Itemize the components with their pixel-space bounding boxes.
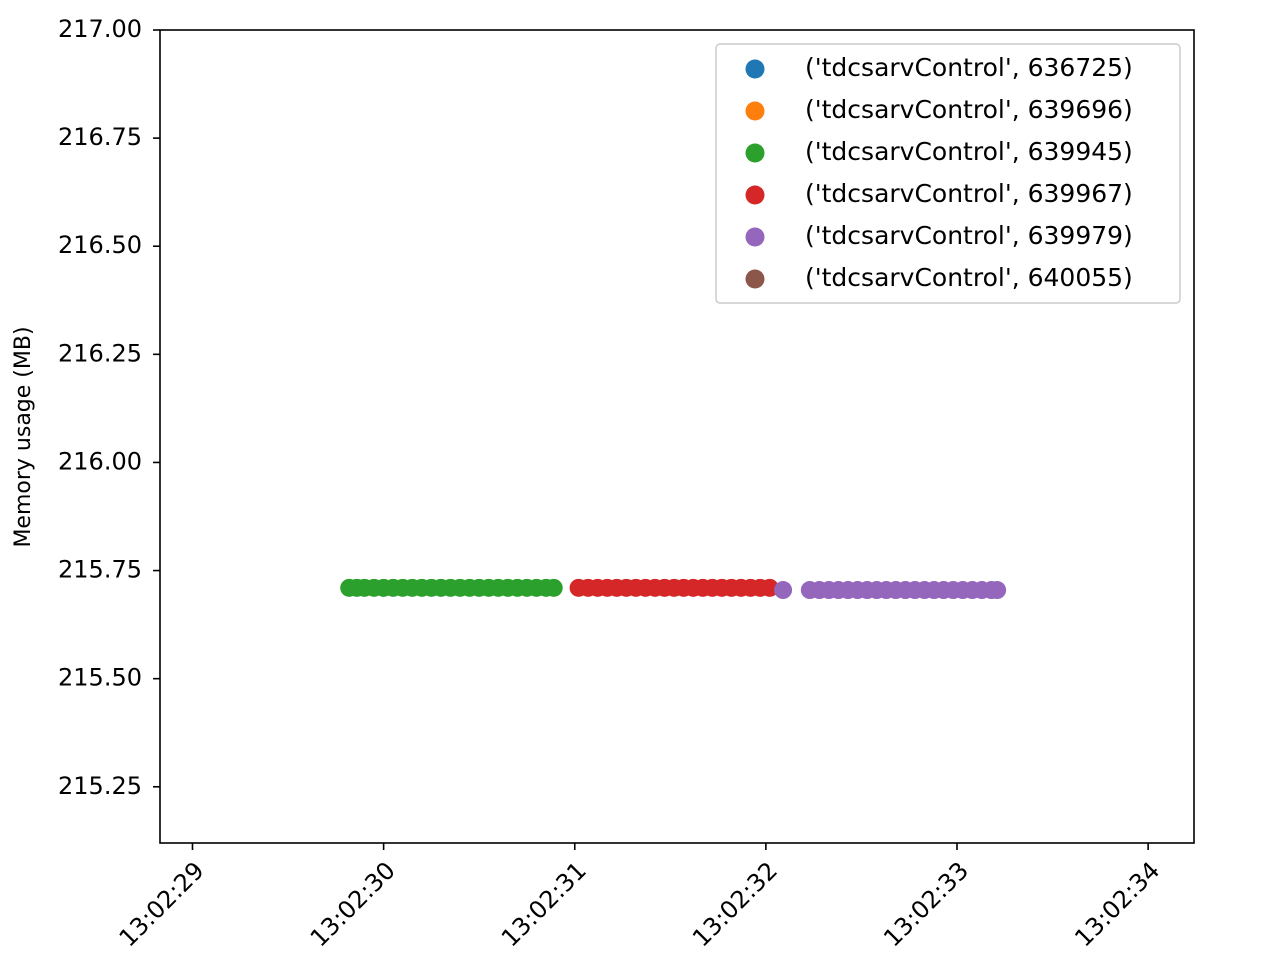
y-tick-label: 215.75: [58, 556, 142, 584]
x-axis: 13:02:29 13:02:30 13:02:31 13:02:32 13:02:33…: [114, 843, 1165, 952]
legend-entry-label: ('tdcsarvControl', 639967): [805, 179, 1133, 208]
y-tick-label: 216.00: [58, 447, 142, 475]
data-point: [544, 578, 563, 597]
legend-marker: [745, 143, 765, 163]
y-tick-label: 215.50: [58, 664, 142, 692]
y-tick-label: 216.50: [58, 231, 142, 259]
y-axis: 215.25 215.50 215.75 216.00 216.25 216.50 216.…: [58, 15, 160, 800]
legend-frame: [715, 43, 1181, 304]
x-tick-label: 13:02:34: [1069, 856, 1165, 952]
legend-entry-label: ('tdcsarvControl', 639979): [805, 221, 1133, 250]
legend-marker: [745, 227, 765, 247]
y-tick-label: 216.25: [58, 339, 142, 367]
legend-marker: [745, 185, 765, 205]
x-tick-label: 13:02:30: [305, 856, 401, 952]
legend-entry-label: ('tdcsarvControl', 640055): [805, 263, 1133, 292]
legend-entry-label: ('tdcsarvControl', 639945): [805, 137, 1133, 166]
y-tick-label: 215.25: [58, 772, 142, 800]
legend-entry-label: ('tdcsarvControl', 636725): [805, 53, 1133, 82]
x-tick-label: 13:02:32: [687, 856, 783, 952]
legend-marker: [745, 59, 765, 79]
y-axis-label: Memory usage (MB): [11, 326, 36, 547]
data-point: [988, 581, 1007, 600]
y-tick-label: 217.00: [58, 15, 142, 43]
legend-marker: [745, 101, 765, 121]
plot-frame: [159, 29, 1195, 844]
data-point: [760, 578, 779, 597]
data-point: [774, 581, 793, 600]
points-layer: [340, 578, 1007, 600]
y-tick-label: 216.75: [58, 123, 142, 151]
x-tick-label: 13:02:29: [114, 856, 210, 952]
legend-entry-label: ('tdcsarvControl', 639696): [805, 95, 1133, 124]
legend: ('tdcsarvControl', 636725) ('tdcsarvContr…: [715, 43, 1181, 304]
legend-marker: [745, 269, 765, 289]
x-tick-label: 13:02:31: [496, 856, 592, 952]
x-tick-label: 13:02:33: [878, 856, 974, 952]
